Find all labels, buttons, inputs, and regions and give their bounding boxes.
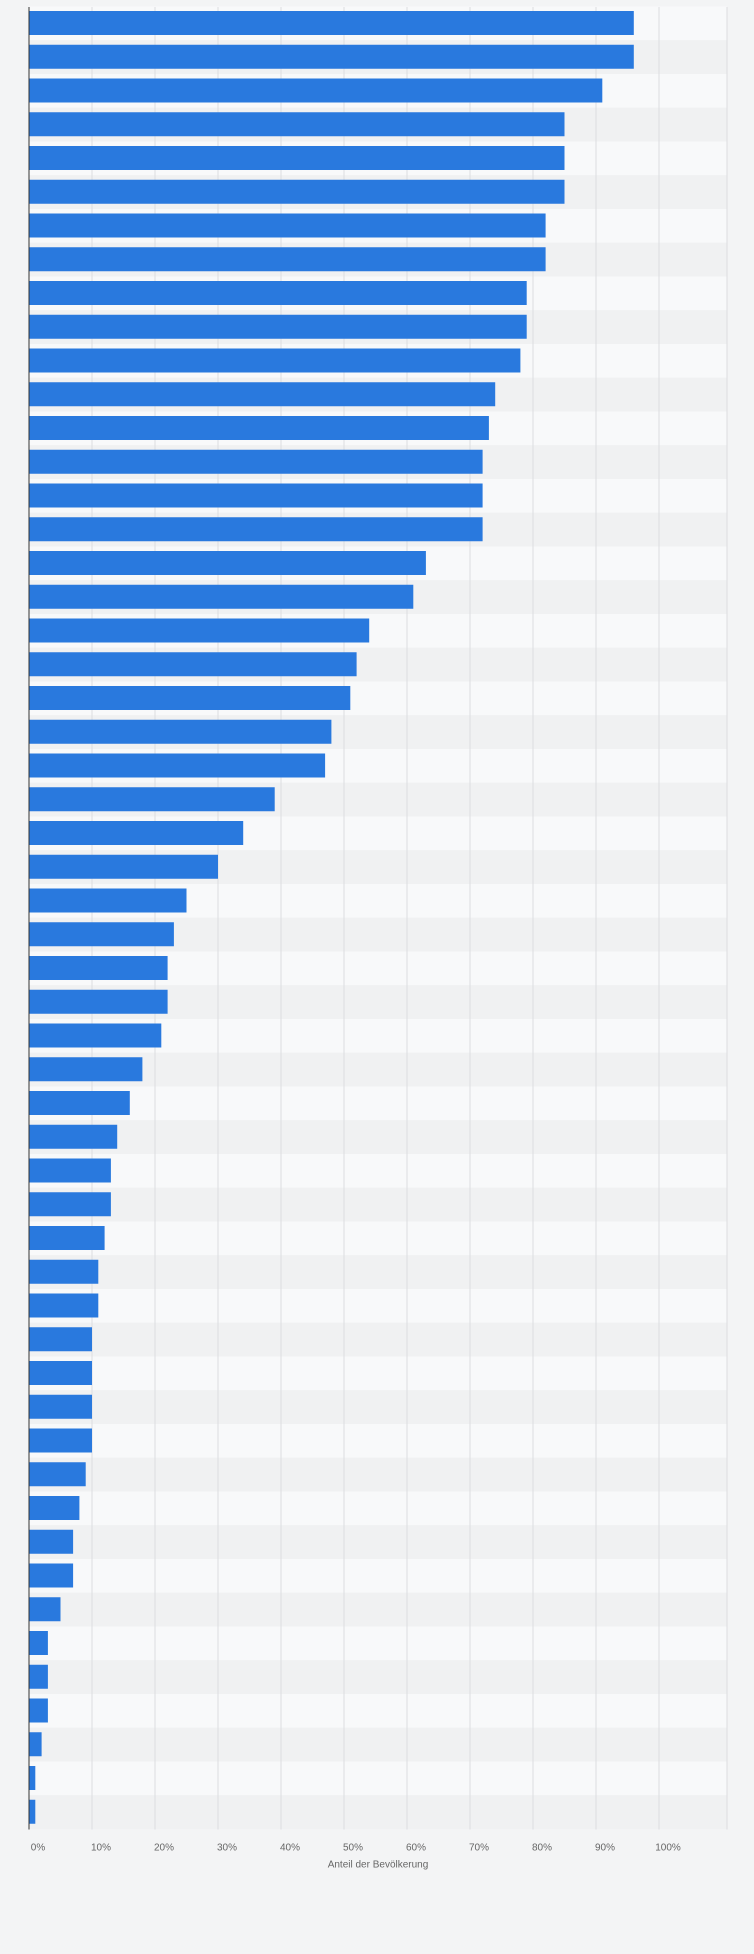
row-band [29,1559,727,1593]
bars [29,11,634,1824]
bar[interactable] [29,146,565,170]
row-band [29,1255,727,1289]
row-band [29,1491,727,1526]
grid-lines [91,7,728,1830]
bar[interactable] [29,314,527,339]
bar[interactable] [29,112,565,137]
row-band [29,1727,727,1762]
x-tick-label: 80% [532,1843,552,1854]
x-tick-label: 90% [595,1843,615,1854]
bar[interactable] [29,1428,92,1453]
bar[interactable] [29,989,168,1014]
bar[interactable] [29,179,565,204]
row-band [29,1086,727,1121]
bar[interactable] [29,382,496,407]
row-band [29,1322,727,1357]
bar[interactable] [29,1799,36,1824]
bar[interactable] [29,1158,111,1183]
bar[interactable] [29,247,546,272]
row-band [29,1626,727,1661]
bar[interactable] [29,1766,36,1790]
bar[interactable] [29,1259,99,1284]
bar[interactable] [29,1698,48,1723]
bar[interactable] [29,1361,92,1385]
bar[interactable] [29,1091,130,1115]
bar[interactable] [29,416,489,440]
bar[interactable] [29,449,483,474]
row-band [29,1289,727,1323]
bar[interactable] [29,1563,74,1588]
row-band [29,1187,727,1222]
bar[interactable] [29,584,414,609]
row-band [29,1052,727,1087]
row-band [29,1457,727,1492]
bar[interactable] [29,1023,162,1048]
bar[interactable] [29,652,357,677]
bar[interactable] [29,787,275,812]
bar[interactable] [29,686,351,710]
bar[interactable] [29,1529,74,1554]
bar[interactable] [29,1394,92,1419]
bar[interactable] [29,213,546,238]
row-band [29,1660,727,1694]
x-tick-label: 30% [217,1843,237,1854]
x-tick-label: 10% [91,1843,111,1854]
bar[interactable] [29,618,370,643]
bar[interactable] [29,719,332,744]
bar[interactable] [29,1293,99,1318]
x-tick-label: 50% [343,1843,363,1854]
bar[interactable] [29,281,527,305]
bar[interactable] [29,1664,48,1689]
bar[interactable] [29,821,244,845]
row-band [29,1390,727,1424]
x-tick-label: 60% [406,1843,426,1854]
bar[interactable] [29,888,187,913]
bar[interactable] [29,517,483,542]
bar[interactable] [29,44,634,69]
row-band [29,1424,727,1458]
row-band [29,1795,727,1829]
bar[interactable] [29,956,168,980]
bar[interactable] [29,1496,80,1520]
row-band [29,1761,727,1796]
x-tick-label: 70% [469,1843,489,1854]
bar[interactable] [29,483,483,508]
bar[interactable] [29,1732,42,1757]
row-band [29,1694,727,1728]
bar[interactable] [29,922,174,947]
x-axis-ticks: 0% 10% 20% 30% 40% 50% 60% 70% 80% 90% 100% [31,1843,681,1854]
bar[interactable] [29,78,603,103]
row-bands [29,6,727,1829]
row-band [29,1154,727,1188]
bar[interactable] [29,1462,86,1487]
x-tick-label: 100% [655,1843,681,1854]
row-band [29,1525,727,1559]
row-band [29,1356,727,1391]
x-axis-label: Anteil der Bevölkerung [328,1860,429,1871]
bar[interactable] [29,1124,118,1149]
bar[interactable] [29,1327,92,1352]
bar[interactable] [29,1631,48,1655]
x-tick-label: 40% [280,1843,300,1854]
x-tick-label: 20% [154,1843,174,1854]
bar[interactable] [29,11,634,35]
row-band [29,1592,727,1627]
row-band [29,1221,727,1256]
bar[interactable] [29,753,326,778]
bar[interactable] [29,1597,61,1622]
bar[interactable] [29,348,521,373]
bar[interactable] [29,1057,143,1082]
bar[interactable] [29,854,218,879]
bar[interactable] [29,1226,105,1250]
bar[interactable] [29,551,426,575]
bar[interactable] [29,1192,111,1217]
row-band [29,1120,727,1154]
x-tick-label: 0% [31,1843,46,1854]
